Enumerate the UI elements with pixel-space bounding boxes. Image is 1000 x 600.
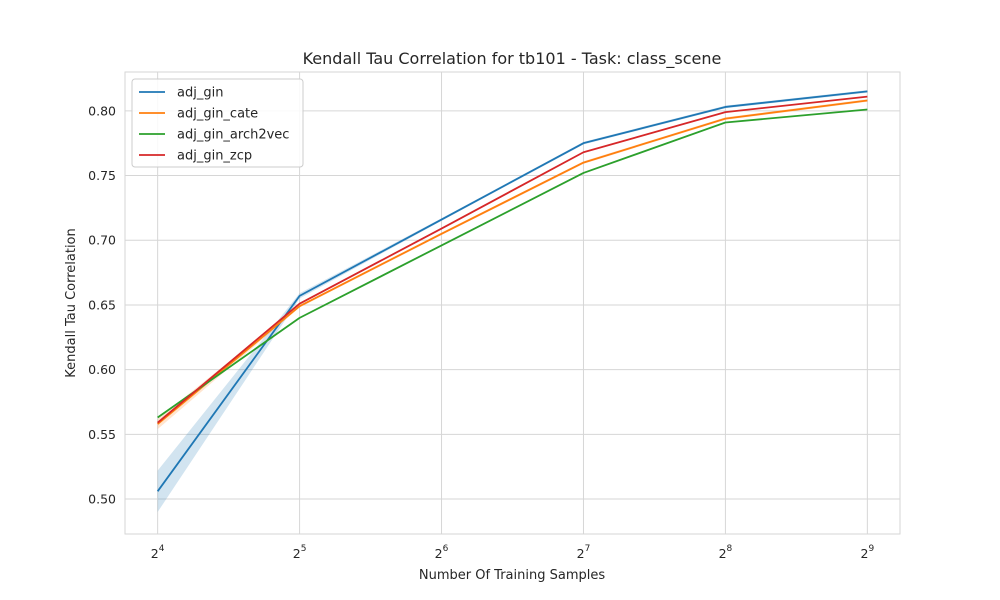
- x-axis-label: Number Of Training Samples: [419, 568, 605, 583]
- x-tick-exponent: 7: [585, 544, 591, 554]
- x-tick-exponent: 5: [301, 544, 307, 554]
- y-tick-label: 0.80: [88, 103, 116, 118]
- grid-lines: [125, 72, 900, 534]
- series-lines: [156, 90, 868, 492]
- y-axis-label: Kendall Tau Correlation: [64, 228, 79, 378]
- x-tick-label: 28: [719, 544, 733, 561]
- y-tick-label: 0.50: [88, 492, 116, 507]
- series-line-adj_gin_zcp: [157, 95, 868, 424]
- x-tick-exponent: 4: [159, 544, 165, 554]
- x-tick-exponent: 9: [868, 544, 874, 554]
- x-tick-base: 2: [577, 546, 585, 561]
- y-tick-label: 0.60: [88, 362, 116, 377]
- x-tick-base: 2: [293, 546, 301, 561]
- legend-label-adj_gin_cate: adj_gin_cate: [177, 107, 258, 122]
- y-tick-label: 0.65: [88, 297, 116, 312]
- x-tick-label: 29: [861, 544, 875, 561]
- series-line-adj_gin: [156, 90, 868, 492]
- x-axis-ticks: 24 25 26 27 28 29: [151, 544, 875, 561]
- legend-box: [131, 78, 304, 168]
- x-tick-base: 2: [435, 546, 443, 561]
- x-tick-base: 2: [719, 546, 727, 561]
- chart-title: Kendall Tau Correlation for tb101 - Task…: [303, 49, 722, 69]
- y-tick-label: 0.75: [88, 168, 116, 183]
- x-tick-base: 2: [151, 546, 159, 561]
- x-tick-label: 25: [293, 544, 307, 561]
- y-tick-label: 0.55: [88, 427, 116, 442]
- x-tick-exponent: 6: [443, 544, 449, 554]
- legend: adj_gin adj_gin_cate adj_gin_arch2vec adj_g…: [131, 78, 304, 168]
- x-tick-base: 2: [861, 546, 869, 561]
- x-tick-label: 27: [577, 544, 591, 561]
- x-tick-label: 24: [151, 544, 165, 561]
- series-line-adj_gin_arch2vec: [157, 108, 868, 419]
- y-axis-ticks: 0.50 0.55 0.60 0.65 0.70 0.75 0.80: [88, 103, 116, 506]
- series-line-adj_gin_cate: [157, 99, 868, 425]
- y-tick-label: 0.70: [88, 233, 116, 248]
- x-tick-exponent: 8: [727, 544, 733, 554]
- legend-label-adj_gin_arch2vec: adj_gin_arch2vec: [177, 128, 289, 143]
- legend-label-adj_gin: adj_gin: [177, 86, 223, 101]
- x-tick-label: 26: [435, 544, 449, 561]
- legend-label-adj_gin_zcp: adj_gin_zcp: [177, 149, 252, 164]
